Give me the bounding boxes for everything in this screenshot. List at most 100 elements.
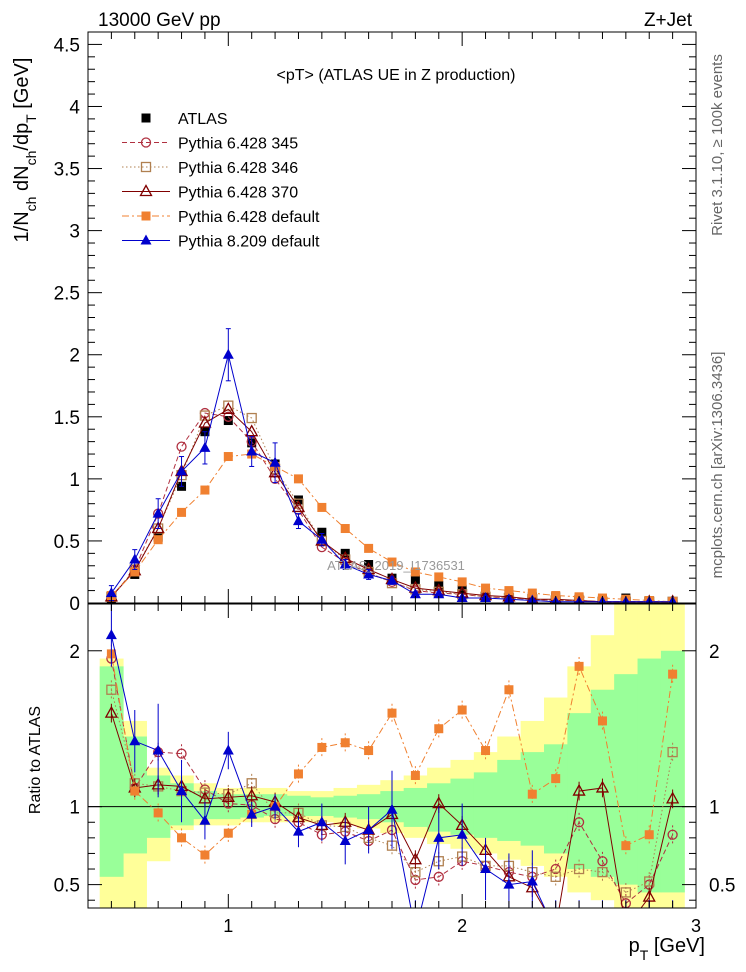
ratio-point	[504, 685, 514, 695]
ratio-point	[503, 878, 515, 889]
ratio-y-tick-label: 2	[69, 642, 80, 663]
legend-marker	[141, 113, 151, 123]
ratio-point	[644, 876, 655, 887]
data-point	[317, 527, 327, 537]
ratio-point	[339, 834, 351, 845]
data-point	[130, 567, 140, 577]
y-tick-label: 0.5	[54, 532, 80, 553]
ratio-point	[621, 841, 631, 851]
data-point	[129, 553, 141, 564]
data-point	[246, 412, 257, 424]
data-point	[317, 502, 327, 512]
ratio-y-tick-label-right: 0.5	[709, 876, 735, 897]
ratio-point	[551, 774, 561, 784]
legend-item: Pythia 6.428 346	[122, 160, 298, 177]
ratio-point	[363, 824, 375, 835]
ratio-point	[573, 863, 585, 875]
ratio-point	[410, 925, 421, 935]
data-point	[410, 567, 420, 577]
ratio-point	[595, 780, 610, 793]
data-point	[200, 485, 210, 495]
data-point	[151, 521, 165, 534]
data-point	[199, 410, 211, 421]
ratio-point	[364, 746, 374, 756]
data-point	[245, 424, 259, 437]
band-green	[473, 772, 498, 838]
legend-item: Pythia 6.428 345	[122, 136, 298, 153]
header-left: 13000 GeV pp	[98, 10, 221, 31]
data-point	[198, 415, 212, 428]
ratio-point	[176, 785, 188, 796]
data-point	[293, 495, 303, 505]
ratio-point	[457, 705, 467, 715]
legend: ATLAS Pythia 6.428 345 Pythia 6.428 346 Pyt…	[122, 111, 320, 251]
ratio-point	[481, 746, 491, 756]
ratio-point	[387, 708, 397, 718]
data-point	[340, 524, 350, 534]
ratio-point	[106, 684, 117, 695]
ratio-point	[200, 850, 210, 860]
band-green	[544, 744, 568, 854]
legend-item: Pythia 6.428 default	[122, 209, 320, 226]
data-point	[291, 500, 306, 513]
ratio-point	[104, 705, 118, 718]
data-point	[386, 574, 398, 585]
ratio-point	[597, 925, 608, 935]
data-point	[363, 568, 375, 579]
ratio-y-tick-label-right: 1	[709, 798, 720, 819]
ratio-point	[644, 925, 655, 935]
ratio-point	[317, 742, 327, 752]
ratio-series-4	[105, 604, 674, 935]
data-point	[105, 587, 117, 598]
data-point	[199, 441, 211, 452]
legend-marker	[140, 137, 152, 148]
ratio-point	[668, 669, 678, 679]
ratio-y-tick-label-right: 2	[709, 642, 720, 663]
data-point	[409, 588, 421, 599]
x-tick-label: 1	[223, 916, 233, 936]
ratio-point	[245, 788, 259, 801]
data-point	[434, 572, 444, 582]
ratio-point	[433, 871, 444, 882]
band-green	[520, 752, 545, 846]
data-point	[177, 507, 187, 517]
data-point	[457, 577, 467, 587]
legend-label: Pythia 6.428 default	[178, 209, 320, 226]
ratio-point	[223, 828, 233, 838]
ratio-point	[105, 629, 117, 640]
data-point	[223, 452, 233, 462]
ratio-point	[152, 744, 164, 755]
ratio-point	[550, 871, 561, 882]
data-point	[527, 588, 537, 598]
ratio-point	[293, 769, 303, 779]
ratio-point	[456, 828, 468, 839]
ratio-point	[550, 863, 561, 875]
ratio-point	[221, 789, 235, 802]
y-tick-label: 4	[69, 97, 80, 118]
y-tick-label: 1	[69, 470, 80, 491]
xlabel: pT [GeV]	[629, 935, 705, 963]
data-point	[222, 348, 234, 359]
data-point	[223, 416, 233, 426]
data-point	[246, 445, 258, 456]
x-tick-label: 2	[457, 916, 467, 936]
y-tick-label: 2.5	[54, 284, 80, 305]
legend-label: Pythia 8.209 default	[178, 234, 320, 251]
ratio-point	[480, 863, 492, 874]
x-tick-label: 3	[691, 916, 701, 936]
data-point	[364, 543, 374, 553]
ratio-point	[199, 814, 211, 825]
ratio-point	[434, 724, 444, 734]
data-point	[221, 402, 235, 415]
legend-marker	[140, 161, 152, 173]
ratio-point	[620, 922, 631, 932]
data-point	[526, 591, 539, 603]
data-point	[292, 515, 304, 526]
ratio-point	[408, 852, 422, 865]
ratio-point	[153, 808, 163, 818]
header-right: Z+Jet	[644, 10, 693, 31]
data-point	[293, 474, 303, 484]
ratio-point	[597, 866, 608, 878]
legend-label: Pythia 6.428 345	[178, 136, 298, 153]
